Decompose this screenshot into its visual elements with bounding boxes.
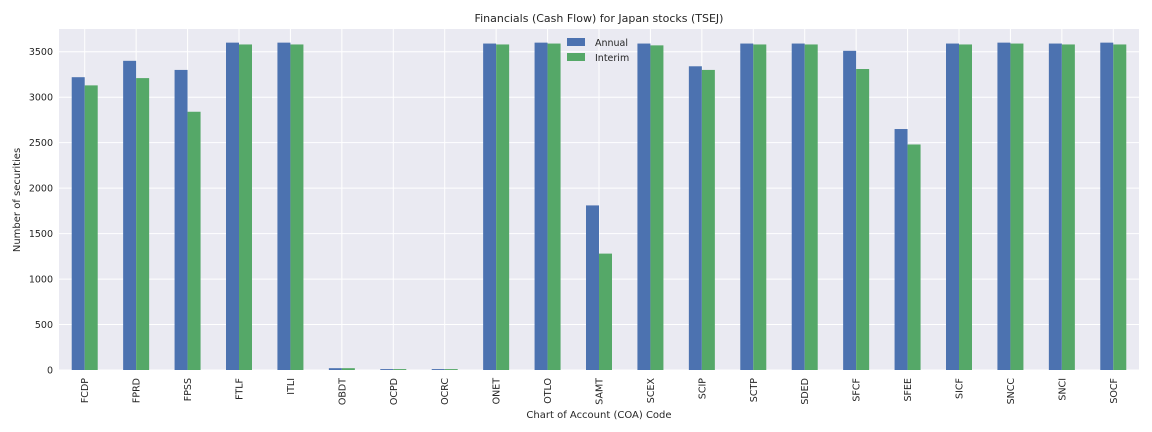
y-tick-label: 3000 xyxy=(29,93,53,104)
y-axis-ticks: 0 500 1000 1500 2000 2500 3000 3500 xyxy=(29,47,53,376)
x-tick-label: SFEE xyxy=(903,378,914,402)
x-tick-label: SNCI xyxy=(1057,378,1068,401)
y-tick-label: 3500 xyxy=(29,47,53,58)
bar-interim-sfee xyxy=(907,144,921,370)
bar-interim-obdt xyxy=(341,368,355,370)
bar-annual-fcdp xyxy=(71,77,85,370)
chart-title: Financials (Cash Flow) for Japan stocks … xyxy=(475,12,724,25)
bar-annual-sfee xyxy=(894,129,908,370)
y-tick-label: 0 xyxy=(47,366,53,377)
y-axis-label: Number of securities xyxy=(12,148,23,252)
bar-annual-ocpd xyxy=(380,369,394,370)
bar-annual-itli xyxy=(277,42,291,370)
bar-annual-sicf xyxy=(946,43,959,371)
bar-annual-socf xyxy=(1100,42,1114,370)
x-tick-label: OCPD xyxy=(389,378,400,405)
x-tick-label: SFCF xyxy=(852,378,863,402)
bar-interim-socf xyxy=(1113,44,1127,370)
x-tick-label: SAMT xyxy=(595,378,606,405)
x-tick-label: SICF xyxy=(955,378,966,399)
x-tick-label: SNCC xyxy=(1006,378,1017,405)
bar-annual-ftlf xyxy=(226,42,239,370)
x-tick-label: OBDT xyxy=(337,378,348,405)
bar-interim-fpss xyxy=(187,111,201,371)
bar-annual-sncc xyxy=(997,42,1011,370)
bar-interim-itli xyxy=(290,44,304,370)
bar-annual-scex xyxy=(637,43,651,371)
bar-interim-ocrc xyxy=(444,369,458,370)
y-tick-label: 500 xyxy=(35,320,53,331)
bar-annual-fpss xyxy=(174,69,188,371)
x-tick-label: SDED xyxy=(800,378,811,405)
bar-interim-sfcf xyxy=(856,69,870,370)
x-tick-label: FPRD xyxy=(132,378,143,403)
bar-interim-scex xyxy=(650,45,664,370)
x-tick-label: OCRC xyxy=(440,378,451,405)
x-tick-label: SOCF xyxy=(1109,378,1120,404)
bar-interim-ftlf xyxy=(239,44,252,370)
bars-group xyxy=(71,42,1127,371)
bar-annual-snci xyxy=(1048,43,1062,371)
bar-interim-scip xyxy=(701,69,715,371)
bar-annual-sctp xyxy=(740,43,754,371)
bar-interim-onet xyxy=(496,44,510,370)
bar-annual-scip xyxy=(688,66,702,371)
bar-interim-sctp xyxy=(753,44,767,370)
x-axis-label: Chart of Account (COA) Code xyxy=(526,410,671,421)
y-tick-label: 2000 xyxy=(29,184,53,195)
y-tick-label: 2500 xyxy=(29,138,53,149)
bar-interim-sicf xyxy=(959,44,972,370)
bar-interim-otlo xyxy=(547,43,561,371)
legend-label-interim: Interim xyxy=(595,53,629,64)
bar-interim-sded xyxy=(804,44,818,370)
x-tick-label: OTLO xyxy=(543,378,554,404)
bar-annual-otlo xyxy=(534,42,548,370)
bar-interim-snci xyxy=(1061,44,1075,370)
bar-annual-samt xyxy=(586,205,599,370)
bar-annual-onet xyxy=(483,43,497,371)
bar-interim-sncc xyxy=(1010,43,1024,371)
legend-swatch-annual xyxy=(567,38,585,46)
bar-interim-fprd xyxy=(136,78,150,370)
x-tick-label: SCEX xyxy=(646,378,657,404)
bar-annual-sfcf xyxy=(843,50,857,370)
y-tick-label: 1000 xyxy=(29,275,53,286)
legend-swatch-interim xyxy=(567,53,585,61)
x-tick-label: FCDP xyxy=(80,378,91,403)
x-tick-label: FPSS xyxy=(183,378,194,401)
legend: Annual Interim xyxy=(567,38,629,64)
bar-interim-fcdp xyxy=(84,85,98,371)
x-axis-ticks: FCDP FPRD FPSS FTLF ITLI OBDT OCPD OCRC ONET OTLO… xyxy=(80,378,1120,406)
bar-annual-fprd xyxy=(123,60,137,371)
x-tick-label: FTLF xyxy=(235,378,246,400)
legend-label-annual: Annual xyxy=(595,38,628,49)
x-tick-label: SCTP xyxy=(749,378,760,402)
bar-annual-ocrc xyxy=(431,369,445,370)
x-tick-label: ONET xyxy=(492,378,503,405)
y-tick-label: 1500 xyxy=(29,229,53,240)
bar-interim-samt xyxy=(599,253,612,370)
bar-annual-obdt xyxy=(328,368,342,370)
bar-interim-ocpd xyxy=(393,369,407,370)
x-tick-label: SCIP xyxy=(697,378,708,399)
bar-annual-sded xyxy=(791,43,805,371)
x-tick-label: ITLI xyxy=(286,378,297,395)
